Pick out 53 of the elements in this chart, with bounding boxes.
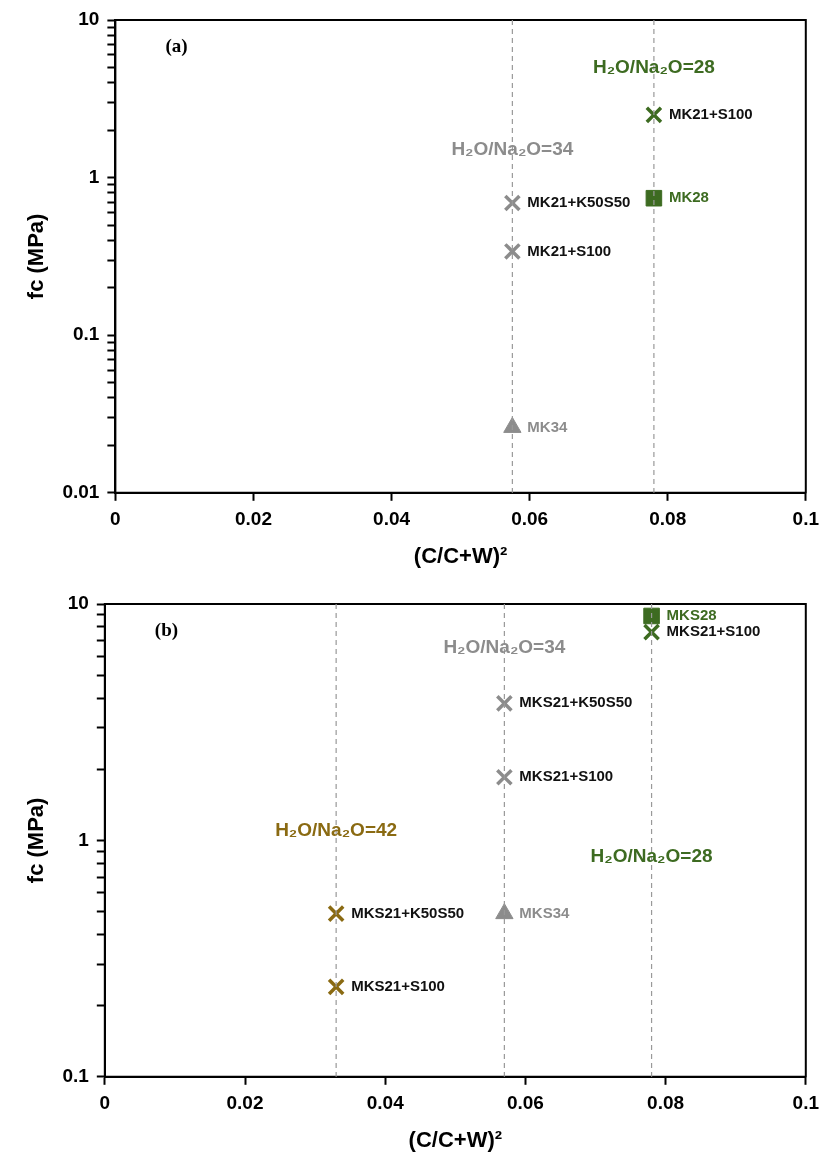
annotation: H₂O/Na₂O=34	[451, 138, 574, 160]
point	[495, 768, 514, 787]
point	[327, 978, 345, 996]
point	[643, 607, 660, 625]
y-tick-label: 0.01	[62, 481, 100, 503]
y-tick-label: 10	[67, 592, 89, 614]
series-label: MKS21+S100	[666, 622, 761, 640]
x-tick-label: 0	[99, 1092, 111, 1114]
series-label: MKS21+S100	[351, 977, 445, 995]
x-tick-label: 0.02	[234, 508, 272, 530]
series-label: MK34	[527, 417, 569, 435]
annotation: (a)	[165, 35, 188, 58]
point	[642, 623, 661, 641]
x-tick-label: 0.1	[792, 1092, 820, 1114]
y-tick-label: 10	[78, 8, 100, 30]
x-tick-label: 0.02	[226, 1092, 264, 1114]
y-tick-label: 0.1	[62, 1065, 90, 1087]
annotation: H₂O/Na₂O=34	[443, 636, 566, 658]
point	[645, 189, 663, 207]
annotation: H₂O/Na₂O=28	[590, 845, 713, 867]
y-axis-title: fc (MPa)	[23, 797, 49, 884]
x-tick-label: 0.04	[366, 1092, 405, 1114]
point	[495, 694, 514, 713]
point	[503, 242, 522, 261]
x-axis-title: (C/C+W)²	[413, 542, 508, 568]
series-label: MKS21+S100	[519, 767, 614, 785]
y-tick-label: 0.1	[72, 323, 100, 345]
y-tick-label: 1	[78, 828, 90, 850]
x-axis-title: (C/C+W)²	[408, 1126, 503, 1152]
point	[503, 416, 522, 433]
annotation: H₂O/Na₂O=42	[275, 818, 398, 840]
annotation: H₂O/Na₂O=28	[592, 55, 715, 77]
x-tick-label: 0.06	[511, 508, 549, 530]
point	[327, 904, 345, 923]
series-label: MK21+S100	[527, 241, 612, 259]
y-axis-title: fc (MPa)	[23, 213, 49, 300]
x-tick-label: 0.04	[373, 508, 411, 530]
series-label: MKS21+K50S50	[519, 693, 633, 711]
series-label: MKS34	[519, 903, 571, 921]
point	[503, 194, 522, 212]
x-tick-label: 0	[110, 508, 121, 530]
point	[645, 106, 663, 124]
x-tick-label: 0.08	[649, 508, 687, 530]
x-tick-label: 0.1	[792, 508, 820, 530]
x-tick-label: 0.06	[506, 1092, 544, 1114]
annotation: (b)	[154, 619, 179, 642]
x-tick-label: 0.08	[647, 1092, 685, 1114]
series-label: MK28	[668, 188, 709, 206]
y-tick-label: 1	[88, 165, 100, 187]
series-label: MKS28	[666, 606, 717, 624]
series-label: MK21+K50S50	[527, 193, 631, 211]
series-label: MK21+S100	[668, 105, 753, 123]
series-label: MKS21+K50S50	[351, 903, 465, 921]
